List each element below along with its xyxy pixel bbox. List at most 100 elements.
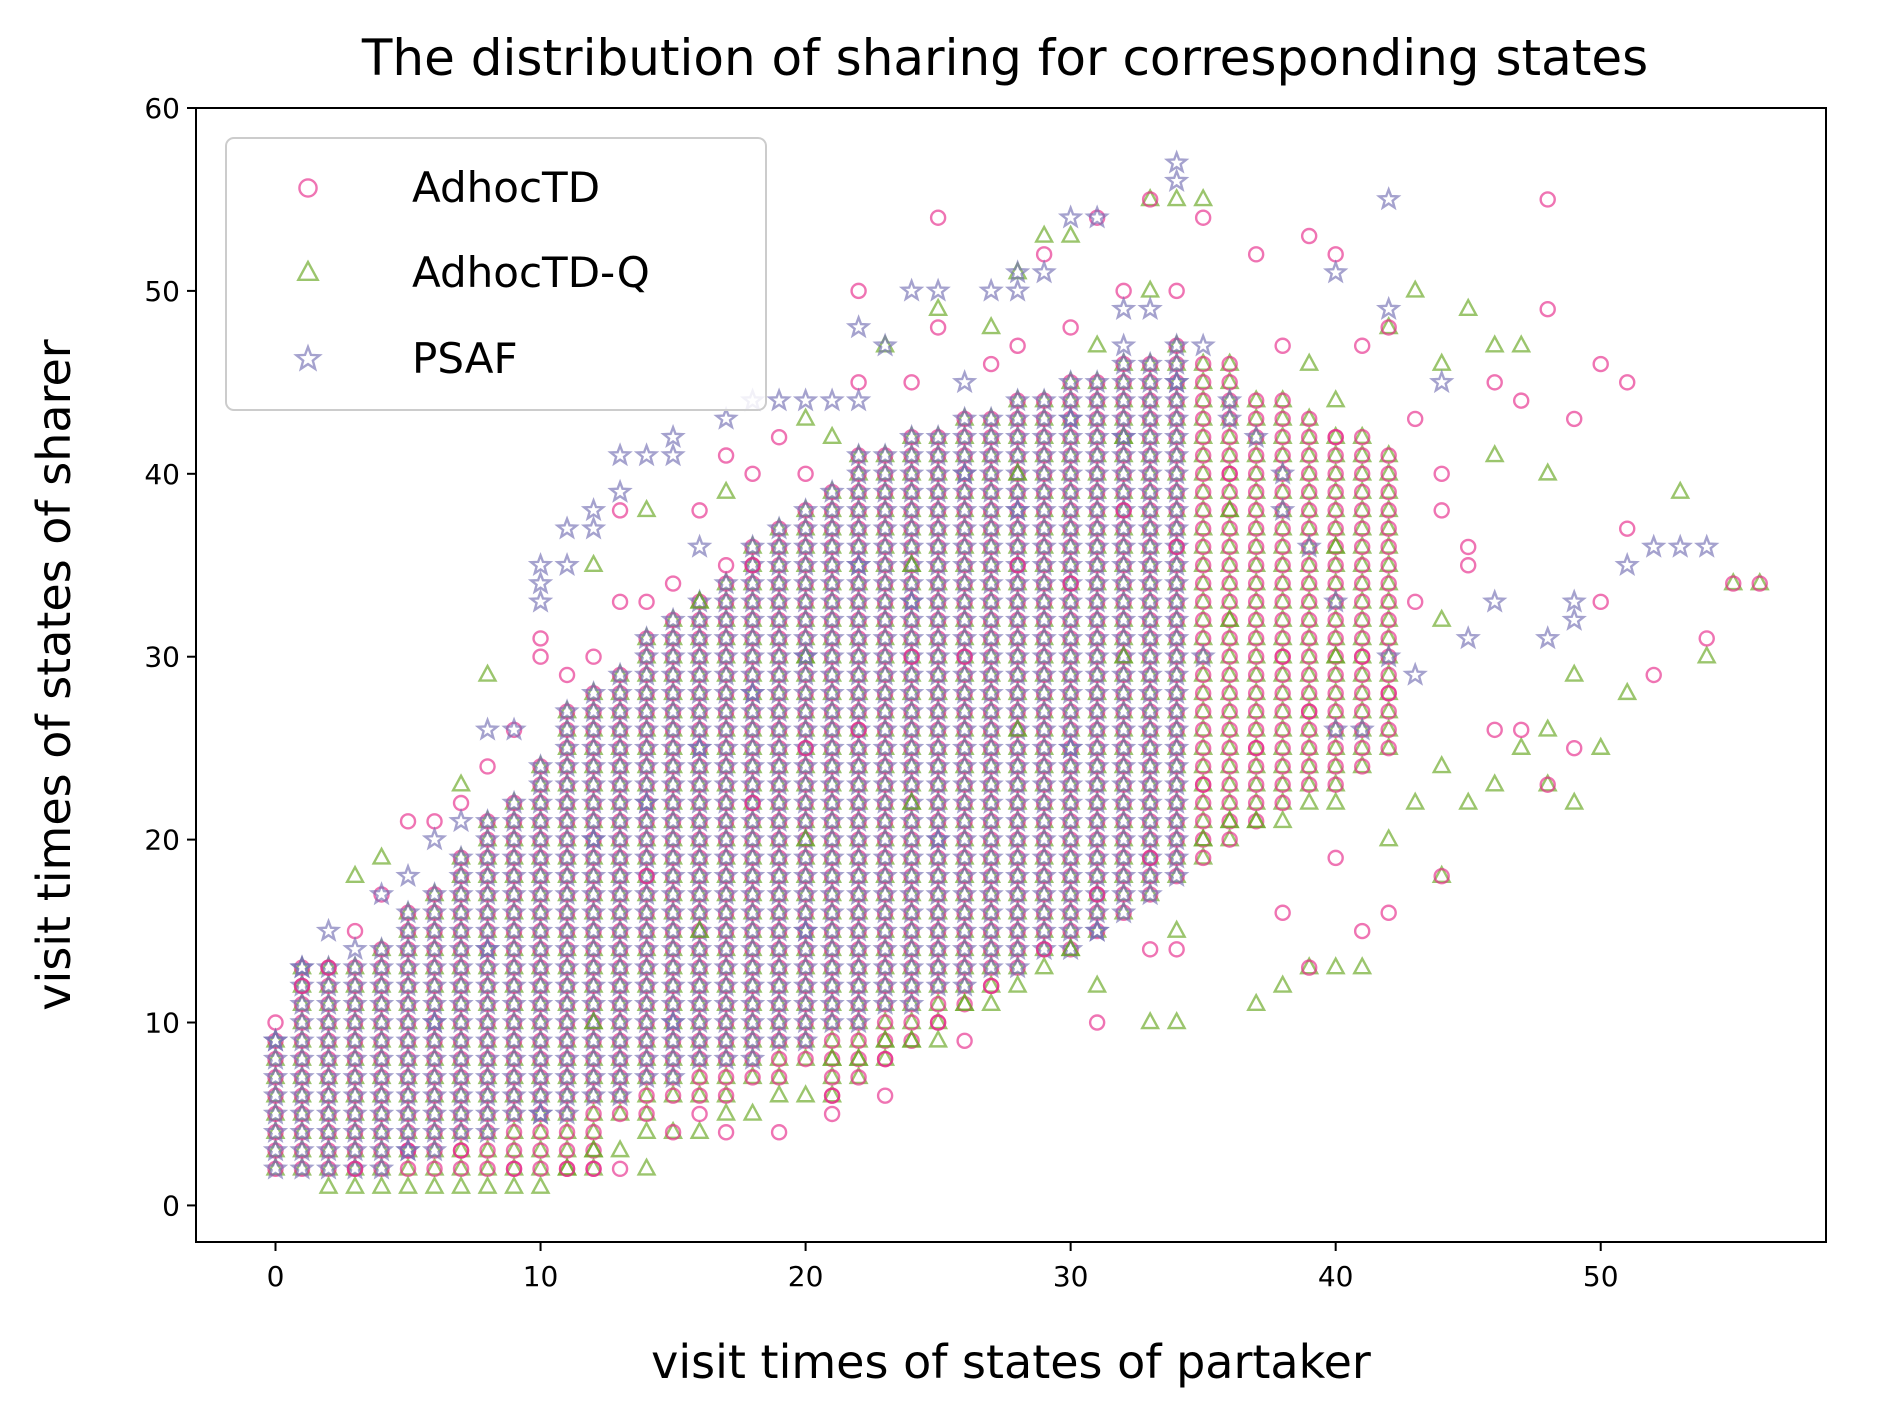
point-psaf — [1031, 679, 1057, 705]
point-psaf — [951, 679, 978, 705]
point-psaf — [978, 734, 1004, 759]
point-psaf — [819, 643, 845, 668]
point-psaf — [368, 1155, 395, 1180]
point-psaf — [792, 1009, 819, 1034]
point-adhoctd-q — [928, 992, 949, 1012]
point-psaf — [898, 515, 925, 540]
point-psaf — [580, 734, 607, 759]
point-adhoctd-q — [1352, 956, 1373, 975]
point-psaf — [289, 954, 315, 979]
point-adhoctd-q — [1405, 279, 1426, 298]
point-psaf — [395, 936, 421, 961]
point-adhoctd — [1115, 502, 1132, 519]
point-adhoctd — [1168, 282, 1185, 300]
point-psaf — [1084, 679, 1110, 705]
point-psaf — [819, 588, 845, 613]
point-adhoctd — [1194, 593, 1212, 611]
point-psaf — [1137, 533, 1163, 558]
point-psaf — [421, 954, 448, 979]
point-psaf — [819, 917, 845, 942]
point-psaf — [766, 881, 792, 906]
point-psaf — [819, 990, 845, 1016]
point-psaf — [792, 844, 819, 869]
point-adhoctd — [585, 648, 602, 665]
point-psaf — [554, 551, 580, 577]
point-psaf — [1057, 807, 1084, 833]
point-adhoctd — [1274, 904, 1291, 921]
point-adhoctd — [1406, 410, 1424, 428]
point-psaf — [474, 1082, 501, 1107]
point-adhoctd-q — [1140, 1011, 1161, 1030]
point-psaf — [633, 1064, 660, 1089]
point-psaf — [607, 478, 633, 503]
point-psaf — [342, 954, 368, 979]
point-psaf — [1057, 625, 1084, 650]
point-adhoctd — [929, 996, 947, 1013]
point-psaf — [686, 533, 713, 558]
point-adhoctd-q — [1193, 846, 1214, 865]
point-adhoctd-q — [1193, 700, 1214, 719]
point-psaf — [1110, 679, 1137, 705]
point-adhoctd-q — [1352, 444, 1373, 463]
point-adhoctd — [717, 1124, 735, 1141]
point-psaf — [607, 716, 633, 741]
point-adhoctd — [1380, 557, 1397, 574]
point-adhoctd — [1353, 648, 1371, 665]
point-adhoctd-q — [663, 1120, 684, 1140]
point-psaf — [1084, 533, 1110, 558]
point-psaf — [527, 789, 554, 814]
point-adhoctd — [1380, 447, 1397, 464]
point-adhoctd-q — [1299, 956, 1320, 975]
point-psaf — [554, 1082, 580, 1107]
point-psaf — [607, 1045, 633, 1070]
point-psaf — [686, 862, 713, 887]
point-psaf — [819, 698, 845, 723]
point-adhoctd-q — [1299, 352, 1320, 371]
point-psaf — [819, 625, 845, 650]
point-psaf — [1031, 734, 1057, 759]
point-psaf — [501, 862, 527, 887]
point-psaf — [501, 954, 527, 979]
point-adhoctd-q — [398, 1175, 418, 1194]
point-adhoctd — [1274, 392, 1291, 409]
point-psaf — [1429, 369, 1455, 394]
point-adhoctd-q — [795, 407, 816, 426]
point-psaf — [448, 990, 474, 1016]
point-adhoctd — [1194, 374, 1212, 391]
point-psaf — [633, 844, 660, 869]
point-psaf — [660, 807, 686, 833]
point-psaf — [898, 478, 925, 503]
point-psaf — [580, 1045, 607, 1070]
point-psaf — [527, 771, 554, 796]
point-adhoctd-q — [1219, 590, 1240, 609]
point-psaf — [872, 643, 898, 668]
point-psaf — [1163, 478, 1190, 503]
point-adhoctd — [744, 557, 761, 574]
point-psaf — [342, 972, 368, 997]
point-psaf — [686, 826, 713, 851]
point-adhoctd — [1353, 666, 1371, 684]
point-psaf — [1163, 734, 1190, 759]
point-adhoctd-q — [981, 974, 1002, 993]
point-psaf — [819, 954, 845, 979]
point-psaf — [315, 1118, 342, 1144]
point-psaf — [1057, 460, 1084, 485]
point-adhoctd-q — [1193, 590, 1214, 609]
point-adhoctd-q — [1246, 462, 1267, 481]
point-psaf — [1057, 643, 1084, 668]
point-adhoctd — [1300, 648, 1318, 665]
point-psaf — [1163, 844, 1190, 869]
point-psaf — [448, 1027, 474, 1052]
point-psaf — [739, 734, 766, 759]
point-adhoctd — [1300, 410, 1318, 428]
point-psaf — [1004, 460, 1031, 485]
point-psaf — [580, 807, 607, 833]
point-psaf — [474, 1045, 501, 1070]
point-psaf — [686, 588, 713, 613]
point-adhoctd — [611, 1160, 629, 1178]
point-adhoctd — [1353, 465, 1371, 483]
point-adhoctd — [1194, 538, 1212, 556]
point-psaf — [580, 1082, 607, 1107]
point-psaf — [1057, 862, 1084, 887]
point-adhoctd-q — [1272, 754, 1293, 774]
